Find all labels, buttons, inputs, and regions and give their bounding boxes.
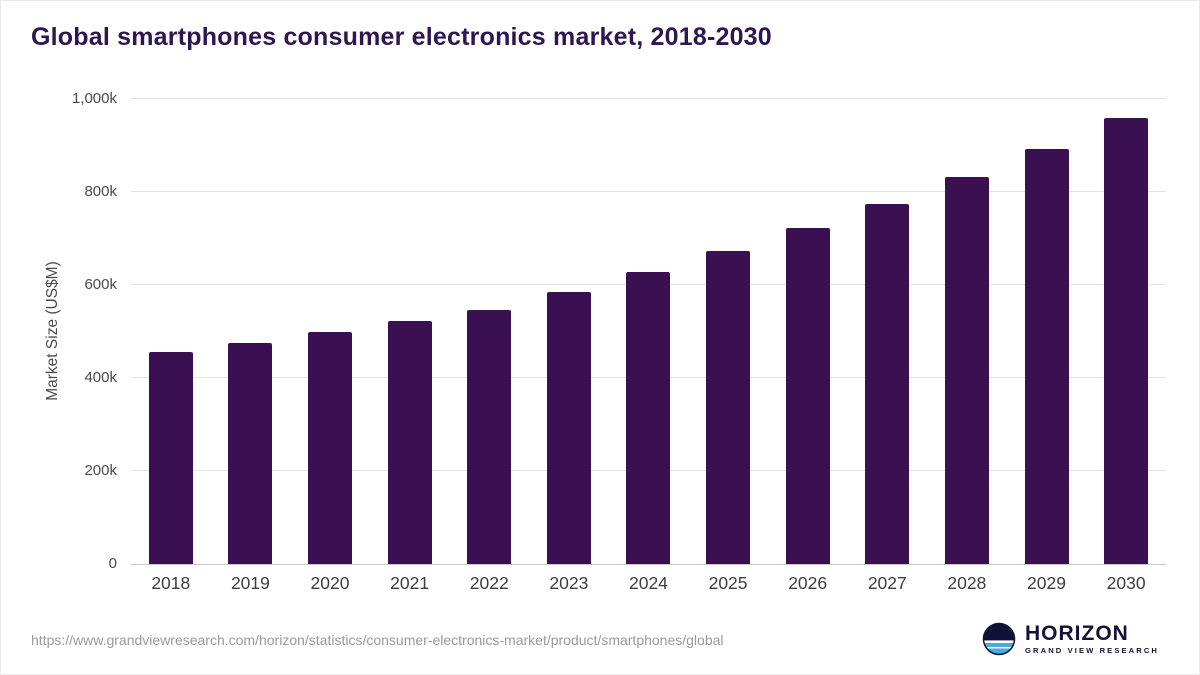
bar-2028[interactable] [944, 176, 989, 564]
x-axis-labels: 2018 2019 2020 2021 2022 2023 2024 2025 2026 2027… [131, 573, 1166, 594]
y-tick-label: 600k [84, 276, 117, 293]
bar-column [927, 99, 1007, 564]
bar-column [370, 99, 450, 564]
horizon-logo-icon [982, 622, 1016, 656]
source-url-link[interactable]: https://www.grandviewresearch.com/horizo… [31, 632, 724, 648]
y-axis-ticks: 0 200k 400k 600k 800k 1,000k [1, 91, 117, 572]
horizon-logo: HORIZON GRAND VIEW RESEARCH [982, 622, 1159, 656]
bar-column [529, 99, 609, 564]
x-tick-label-2020: 2020 [310, 573, 350, 593]
gridline [131, 191, 1166, 192]
bar-2029[interactable] [1024, 148, 1069, 564]
x-tick-label-2024: 2024 [628, 573, 668, 593]
bar-2022[interactable] [467, 309, 512, 564]
bar-2021[interactable] [387, 321, 432, 564]
bar-2020[interactable] [308, 332, 353, 564]
bar-2024[interactable] [626, 271, 671, 564]
gridline [131, 98, 1166, 99]
bar-column [1007, 99, 1087, 564]
y-tick-label: 800k [84, 183, 117, 200]
y-tick-label: 1,000k [71, 90, 117, 107]
bar-column [449, 99, 529, 564]
bar-column [131, 99, 211, 564]
x-tick-label-2023: 2023 [549, 573, 589, 593]
y-tick-label: 400k [84, 369, 117, 386]
x-tick-label-2018: 2018 [151, 573, 191, 593]
x-tick-label-2021: 2021 [390, 573, 430, 593]
bar-2023[interactable] [546, 291, 591, 564]
bar-2027[interactable] [865, 203, 910, 564]
y-tick-label: 200k [84, 462, 117, 479]
x-tick-label-2027: 2027 [867, 573, 907, 593]
x-tick-label-2029: 2029 [1027, 573, 1066, 593]
logo-name: HORIZON [1025, 622, 1129, 646]
x-tick-label-2028: 2028 [947, 573, 987, 593]
bar-column [609, 99, 689, 564]
bar-column [290, 99, 370, 564]
bar-column [768, 99, 848, 564]
x-tick-label-2030: 2030 [1106, 573, 1146, 593]
y-tick-label: 0 [108, 555, 117, 572]
bar-2025[interactable] [706, 251, 751, 564]
bar-column [211, 99, 291, 564]
bar-2018[interactable] [148, 352, 193, 564]
bar-column [847, 99, 927, 564]
chart-title: Global smartphones consumer electronics … [31, 23, 772, 51]
x-tick-label-2026: 2026 [788, 573, 828, 593]
bar-column [1086, 99, 1166, 564]
x-tick-label-2022: 2022 [469, 573, 509, 593]
plot-area [131, 99, 1166, 565]
x-tick-label-2025: 2025 [708, 573, 748, 593]
bar-2019[interactable] [228, 343, 273, 564]
horizon-logo-text: HORIZON GRAND VIEW RESEARCH [1025, 623, 1159, 655]
bar-2030[interactable] [1104, 117, 1149, 564]
logo-subtext: GRAND VIEW RESEARCH [1025, 646, 1159, 656]
x-tick-label-2019: 2019 [230, 573, 270, 593]
bar-2026[interactable] [785, 228, 830, 564]
bar-column [688, 99, 768, 564]
